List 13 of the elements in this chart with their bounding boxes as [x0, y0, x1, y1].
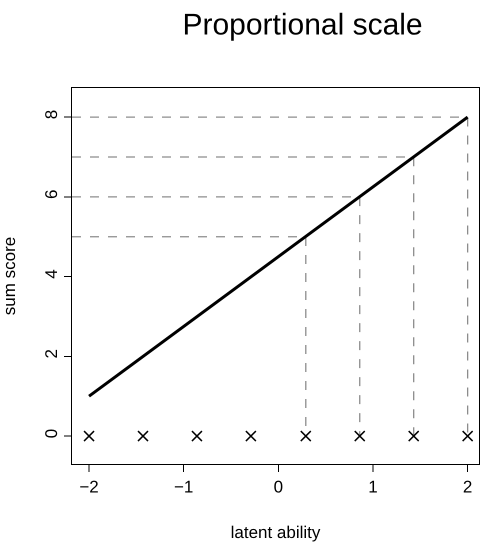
y-axis-title: sum score	[0, 236, 19, 316]
y-tick-label: 2	[42, 349, 62, 359]
y-tick-label: 0	[42, 428, 62, 438]
y-tick-label: 6	[42, 190, 62, 200]
y-tick-label: 8	[42, 110, 62, 120]
x-tick-label: −1	[174, 477, 194, 496]
y-tick-label: 4	[42, 269, 62, 279]
x-tick-label: 1	[368, 477, 378, 496]
x-tick-label: 2	[462, 477, 472, 496]
x-tick-label: −2	[79, 477, 99, 496]
x-tick-label: 0	[274, 477, 284, 496]
x-axis-title: latent ability	[230, 522, 321, 542]
chart-title: Proportional scale	[182, 8, 423, 42]
